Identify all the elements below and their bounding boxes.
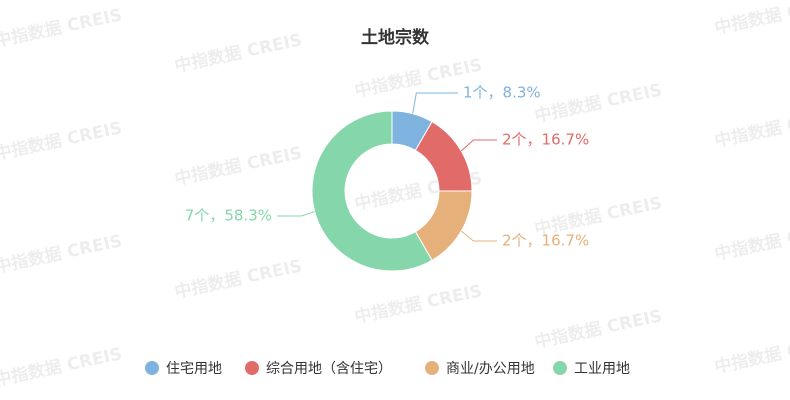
legend-label: 综合用地（含住宅） <box>266 361 392 377</box>
chart-title: 土地宗数 <box>361 27 430 48</box>
label-line <box>460 139 497 152</box>
watermark: 中指数据 CREIS <box>713 0 790 39</box>
label-line <box>277 211 315 217</box>
watermark: 中指数据 CREIS <box>173 255 304 303</box>
donut-slice <box>311 110 433 272</box>
data-label: 1个，8.3% <box>463 84 541 102</box>
watermark: 中指数据 CREIS <box>0 4 124 52</box>
legend-marker <box>425 361 439 375</box>
legend-label: 工业用地 <box>574 361 630 377</box>
watermarks: 中指数据 CREIS 中指数据 CREIS 中指数据 CREIS 中指数据 CREIS… <box>0 0 790 391</box>
watermark: 中指数据 CREIS <box>713 104 790 152</box>
watermark: 中指数据 CREIS <box>0 230 124 278</box>
watermark: 中指数据 CREIS <box>0 343 124 391</box>
label-line <box>460 230 497 242</box>
data-label: 2个，16.7% <box>502 131 589 149</box>
watermark: 中指数据 CREIS <box>533 79 664 127</box>
legend-label: 住宅用地 <box>166 361 222 377</box>
watermark: 中指数据 CREIS <box>173 29 304 77</box>
legend-marker <box>145 361 159 375</box>
watermark: 中指数据 CREIS <box>0 117 124 165</box>
data-label: 7个，58.3% <box>185 207 272 225</box>
data-label: 2个，16.7% <box>502 232 589 250</box>
watermark: 中指数据 CREIS <box>713 217 790 265</box>
label-line <box>412 92 458 114</box>
watermark: 中指数据 CREIS <box>173 142 304 190</box>
watermark: 中指数据 CREIS <box>713 330 790 378</box>
legend-marker <box>245 361 259 375</box>
watermark: 中指数据 CREIS <box>533 305 664 353</box>
legend-marker <box>553 361 567 375</box>
watermark: 中指数据 CREIS <box>353 280 484 328</box>
legend-label: 商业/办公用地 <box>446 361 535 377</box>
